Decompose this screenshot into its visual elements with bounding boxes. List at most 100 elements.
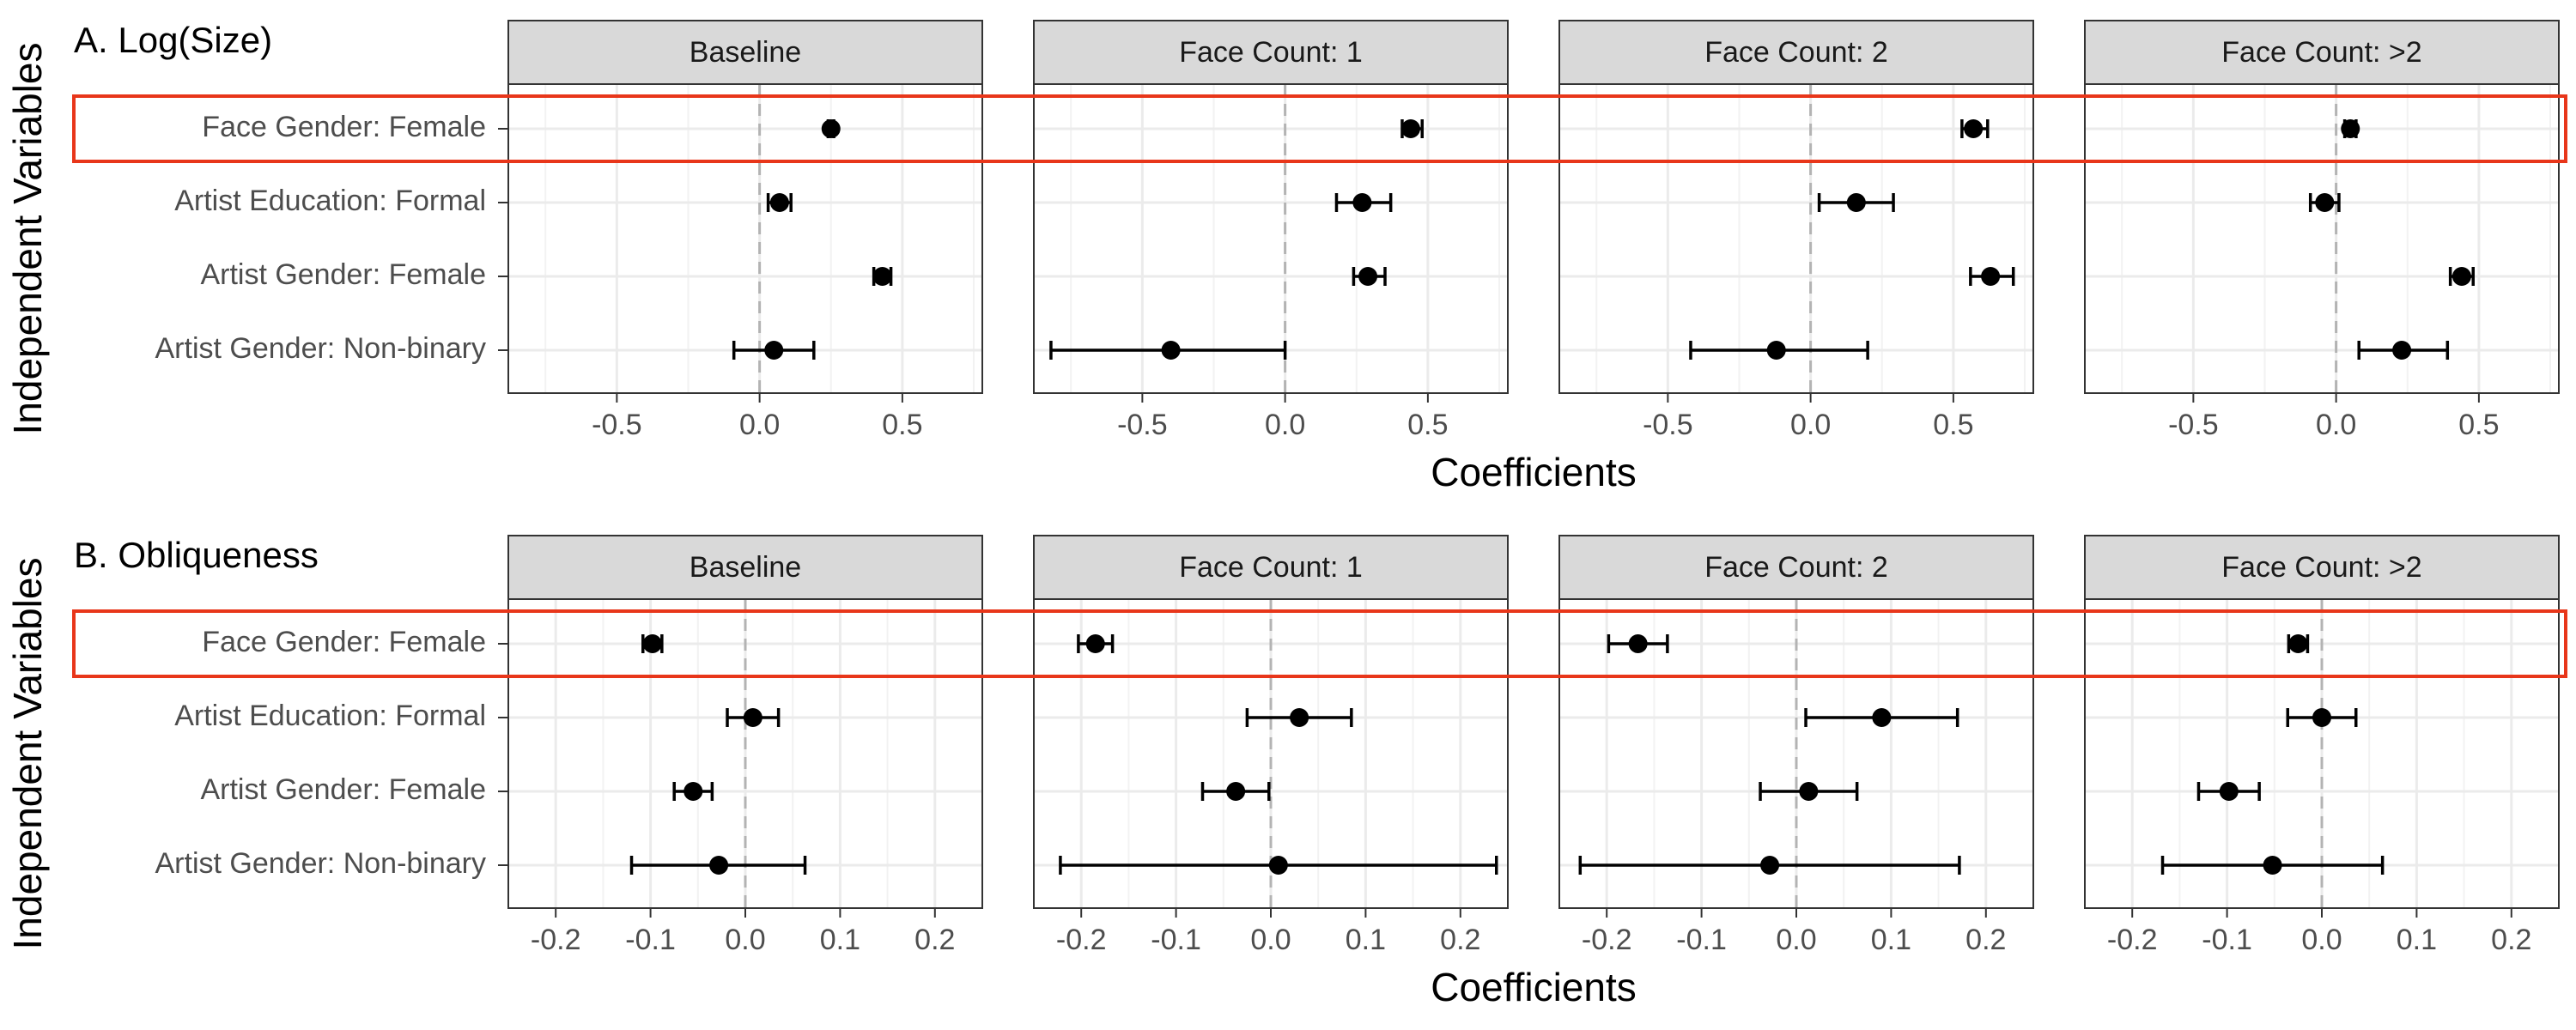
panel-background: [2085, 84, 2559, 393]
x-tick-label: 0.0: [2301, 924, 2342, 956]
y-tick-label: Artist Education: Formal: [174, 185, 486, 217]
facet-strip-label: Face Count: 1: [1179, 551, 1363, 584]
panel-title: B. Obliqueness: [74, 535, 319, 575]
facet-strip-label: Face Count: 2: [1704, 551, 1888, 584]
panel-border: [2084, 83, 2560, 394]
y-tick-label: Face Gender: Female: [202, 626, 486, 658]
x-tick-label: 0.0: [1265, 409, 1305, 441]
x-tick-label: -0.5: [2168, 409, 2219, 441]
panel-background: [1034, 84, 1508, 393]
estimate-point: [683, 782, 703, 801]
facet-strip: [1033, 20, 1509, 85]
estimate-point: [2219, 782, 2239, 801]
estimate-point: [2288, 634, 2308, 653]
estimate-point: [1964, 119, 1984, 138]
estimate-point: [743, 708, 762, 727]
x-tick-label: 0.2: [1440, 924, 1480, 956]
estimate-point: [1358, 267, 1378, 286]
facet-strip: [1558, 20, 2034, 85]
estimate-point: [769, 193, 789, 212]
estimate-point: [1760, 856, 1780, 875]
y-tick-label: Face Gender: Female: [202, 111, 486, 143]
x-tick-label: -0.5: [1643, 409, 1693, 441]
facet-strip: [1033, 535, 1509, 600]
estimate-point: [1161, 341, 1181, 360]
estimate-point: [2392, 341, 2412, 360]
facet-strip-label: Baseline: [690, 551, 801, 584]
y-tick-label: Artist Gender: Female: [200, 773, 486, 806]
estimate-point: [1628, 634, 1648, 653]
x-tick-label: 0.5: [1407, 409, 1448, 441]
x-tick-label: 0.0: [739, 409, 780, 441]
estimate-point: [1268, 856, 1288, 875]
facet-strip-label: Face Count: 1: [1179, 36, 1363, 69]
x-tick-label: 0.5: [2458, 409, 2499, 441]
x-tick-label: -0.5: [592, 409, 642, 441]
x-tick-label: 0.0: [1790, 409, 1831, 441]
y-tick-label: Artist Education: Formal: [174, 700, 486, 732]
estimate-point: [709, 856, 729, 875]
estimate-point: [1872, 708, 1892, 727]
facet-strip-label: Baseline: [690, 36, 801, 69]
x-tick-label: -0.2: [531, 924, 581, 956]
estimate-point: [642, 634, 662, 653]
highlight-box: [72, 94, 2567, 163]
estimate-point: [821, 119, 841, 138]
x-tick-label: -0.2: [1056, 924, 1107, 956]
x-tick-label: 0.1: [1346, 924, 1386, 956]
estimate-point: [1352, 193, 1372, 212]
panel-border: [507, 83, 983, 394]
estimate-point: [764, 341, 784, 360]
panel-title: A. Log(Size): [74, 20, 272, 60]
estimate-point: [1846, 193, 1866, 212]
panel-border: [1558, 83, 2034, 394]
facet-strip: [2084, 20, 2560, 85]
x-tick-label: 0.1: [2397, 924, 2437, 956]
x-tick-label: 0.0: [2316, 409, 2356, 441]
estimate-point: [2451, 267, 2471, 286]
x-tick-label: -0.1: [1151, 924, 1201, 956]
x-tick-label: 0.5: [1933, 409, 1973, 441]
facet-strip-label: Face Count: >2: [2221, 551, 2421, 584]
estimate-point: [2312, 708, 2331, 727]
estimate-point: [2315, 193, 2335, 212]
estimate-point: [2341, 119, 2360, 138]
y-axis-title: Independent Variables: [5, 558, 50, 950]
estimate-point: [1799, 782, 1819, 801]
x-tick-label: -0.1: [625, 924, 676, 956]
estimate-point: [1400, 119, 1420, 138]
x-axis-title: Coefficients: [1431, 965, 1637, 1009]
x-tick-label: -0.2: [1582, 924, 1632, 956]
panel-background: [508, 84, 982, 393]
x-tick-label: 0.0: [1250, 924, 1291, 956]
x-axis-title: Coefficients: [1431, 450, 1637, 494]
facet-strip: [2084, 535, 2560, 600]
estimate-point: [1226, 782, 1246, 801]
y-tick-label: Artist Gender: Female: [200, 258, 486, 291]
x-tick-label: 0.0: [1776, 924, 1816, 956]
estimate-point: [872, 267, 892, 286]
highlight-box: [72, 609, 2567, 678]
facet-strip-label: Face Count: >2: [2221, 36, 2421, 69]
x-tick-label: 0.5: [882, 409, 922, 441]
x-tick-label: 0.2: [914, 924, 955, 956]
facet-strip: [507, 20, 983, 85]
y-tick-label: Artist Gender: Non-binary: [155, 847, 487, 880]
x-tick-label: 0.0: [725, 924, 765, 956]
estimate-point: [1085, 634, 1105, 653]
estimate-point: [1981, 267, 2001, 286]
x-tick-label: -0.2: [2107, 924, 2158, 956]
x-tick-label: 0.2: [1965, 924, 2006, 956]
x-tick-label: 0.1: [1871, 924, 1911, 956]
y-axis-title: Independent Variables: [5, 43, 50, 435]
estimate-point: [1290, 708, 1309, 727]
x-tick-label: -0.5: [1117, 409, 1168, 441]
x-tick-label: -0.1: [1676, 924, 1727, 956]
estimate-point: [2263, 856, 2282, 875]
facet-strip-label: Face Count: 2: [1704, 36, 1888, 69]
estimate-point: [1766, 341, 1786, 360]
x-tick-label: 0.1: [820, 924, 860, 956]
x-tick-label: 0.2: [2491, 924, 2531, 956]
x-tick-label: -0.1: [2202, 924, 2252, 956]
